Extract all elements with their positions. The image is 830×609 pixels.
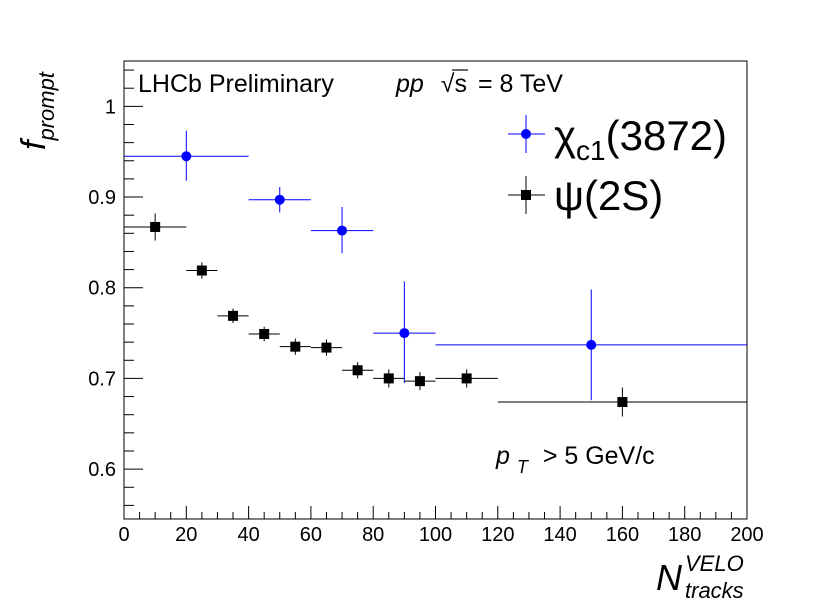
x-axis-title-sub: tracks: [685, 578, 744, 603]
x-tick-label: 100: [419, 524, 452, 546]
legend-chi-sub: c1: [576, 135, 606, 166]
data-point: [586, 339, 597, 350]
y-tick-labels: 0.6 0.7 0.8 0.9 1: [88, 96, 116, 481]
energy-label: pp √s = 8 TeV: [395, 70, 563, 98]
legend-psi-main: ψ: [554, 172, 584, 219]
data-point: [274, 194, 285, 205]
energy-value: = 8 TeV: [478, 70, 563, 98]
x-tick-label: 80: [362, 524, 384, 546]
data-point: [181, 151, 192, 162]
data-point: [321, 342, 332, 353]
data-point: [352, 365, 363, 376]
series-chi-c1-3872: [124, 130, 747, 401]
y-tick-label: 0.6: [88, 459, 116, 481]
x-tick-labels: 0 20 40 60 80 100 120 140 160 180 200: [118, 524, 763, 546]
y-tick-label: 0.9: [88, 187, 116, 209]
x-tick-label: 120: [481, 524, 514, 546]
data-point: [383, 373, 394, 384]
energy-sqrt: √s: [441, 70, 467, 98]
data-point: [259, 328, 270, 339]
x-tick-label: 140: [543, 524, 576, 546]
x-tick-label: 40: [237, 524, 259, 546]
pt-cut-sub: T: [517, 457, 530, 477]
legend-psi-marker: [521, 190, 531, 200]
y-tick-label: 0.8: [88, 278, 116, 300]
x-tick-label: 160: [606, 524, 639, 546]
series-layer: [124, 130, 747, 417]
data-point: [150, 221, 161, 232]
data-point: [414, 376, 425, 387]
energy-pp: pp: [395, 70, 424, 98]
legend-chi-marker: [521, 129, 531, 139]
legend-chi-label: χc1(3872): [554, 112, 727, 166]
legend-psi-rest: (2S): [584, 172, 663, 219]
x-tick-label: 60: [300, 524, 322, 546]
legend-chi-rest: (3872): [606, 112, 727, 159]
x-tick-label: 20: [175, 524, 197, 546]
x-axis-title: N VELO tracks: [656, 551, 744, 603]
data-point: [290, 341, 301, 352]
pt-cut-p: p: [495, 442, 510, 470]
x-axis-title-main: N: [656, 557, 683, 598]
experiment-label: LHCb Preliminary: [138, 70, 334, 98]
data-point: [461, 373, 472, 384]
data-point: [617, 397, 628, 408]
y-axis-title-sub: prompt: [34, 71, 59, 141]
x-tick-label: 0: [118, 524, 129, 546]
y-axis-title: fprompt: [15, 71, 59, 150]
legend-chi-main: χ: [554, 112, 576, 159]
pt-cut-label: p T > 5 GeV/c: [495, 442, 655, 479]
data-point: [228, 310, 239, 321]
legend-psi-label: ψ(2S): [554, 172, 663, 219]
x-tick-label: 180: [668, 524, 701, 546]
axis-ticks: [123, 69, 748, 519]
pt-cut-text: > 5 GeV/c: [543, 442, 655, 470]
legend: χc1(3872) ψ(2S): [508, 112, 727, 219]
series-psi-2s: [124, 213, 747, 417]
x-axis-title-sup: VELO: [685, 551, 744, 576]
y-tick-label: 1: [105, 96, 116, 118]
data-point: [337, 225, 348, 236]
data-point: [196, 265, 207, 276]
x-tick-label: 200: [730, 524, 763, 546]
data-point: [399, 328, 410, 339]
y-tick-label: 0.7: [88, 368, 116, 390]
